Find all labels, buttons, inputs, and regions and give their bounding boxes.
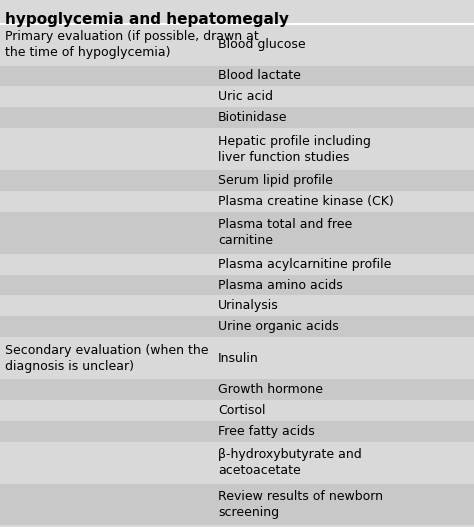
Text: Cortisol: Cortisol	[218, 404, 265, 417]
Bar	[0, 170, 474, 191]
Text: Blood lactate: Blood lactate	[218, 70, 301, 83]
Text: Plasma total and free
carnitine: Plasma total and free carnitine	[218, 218, 352, 247]
Text: Review results of newborn
screening: Review results of newborn screening	[218, 490, 383, 519]
Bar	[0, 108, 474, 128]
Bar	[0, 275, 474, 296]
Bar	[0, 484, 474, 525]
Text: Uric acid: Uric acid	[218, 90, 273, 103]
Text: Free fatty acids: Free fatty acids	[218, 425, 315, 438]
Text: Plasma amino acids: Plasma amino acids	[218, 278, 343, 291]
Text: Secondary evaluation (when the
diagnosis is unclear): Secondary evaluation (when the diagnosis…	[5, 344, 208, 373]
Bar	[0, 421, 474, 442]
Text: Plasma creatine kinase (CK): Plasma creatine kinase (CK)	[218, 195, 394, 208]
Text: Blood glucose: Blood glucose	[218, 38, 306, 51]
Bar	[0, 379, 474, 400]
Text: Hepatic profile including
liver function studies: Hepatic profile including liver function…	[218, 134, 371, 164]
Bar	[0, 65, 474, 86]
Text: Urinalysis: Urinalysis	[218, 299, 279, 313]
Text: Growth hormone: Growth hormone	[218, 383, 323, 396]
Text: Biotinidase: Biotinidase	[218, 111, 288, 124]
Bar	[0, 316, 474, 337]
Text: hypoglycemia and hepatomegaly: hypoglycemia and hepatomegaly	[5, 12, 289, 26]
Text: Urine organic acids: Urine organic acids	[218, 320, 339, 334]
Text: Plasma acylcarnitine profile: Plasma acylcarnitine profile	[218, 258, 392, 271]
Text: Primary evaluation (if possible, drawn at
the time of hypoglycemia): Primary evaluation (if possible, drawn a…	[5, 30, 258, 59]
Bar	[0, 212, 474, 253]
Text: Serum lipid profile: Serum lipid profile	[218, 174, 333, 187]
Text: Insulin: Insulin	[218, 352, 259, 365]
Text: β-hydroxybutyrate and
acetoacetate: β-hydroxybutyrate and acetoacetate	[218, 448, 362, 477]
